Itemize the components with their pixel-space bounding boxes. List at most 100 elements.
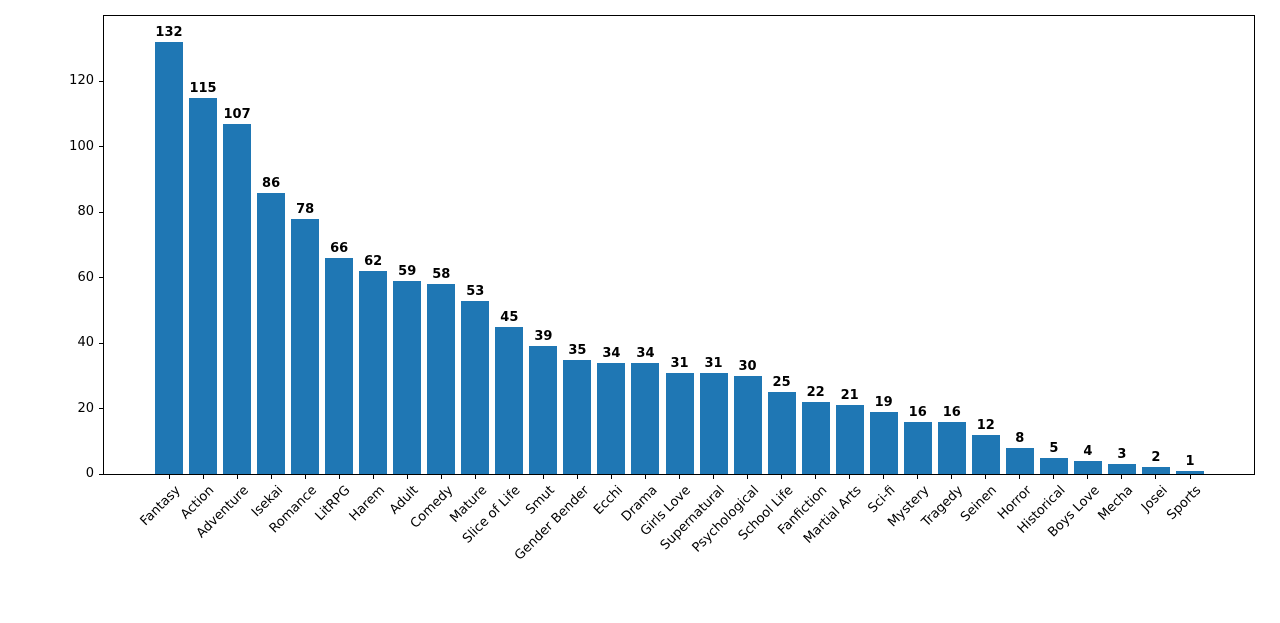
y-axis-tick [99,80,103,82]
x-axis-tick [576,475,578,479]
bar-value-label: 53 [466,283,485,299]
x-axis-tick [440,475,442,479]
bar [699,372,728,474]
bar [903,421,932,474]
bar-value-label: 115 [189,80,217,96]
bar-value-label: 35 [568,342,587,358]
bar [801,402,830,474]
bar [325,258,354,474]
y-axis-tick-label: 100 [69,138,94,154]
bar [495,326,524,474]
bar-value-label: 31 [704,355,723,371]
bar-value-label: 31 [670,355,689,371]
x-axis-tick [372,475,374,479]
bar-value-label: 25 [772,375,791,391]
x-axis-tick [1121,475,1123,479]
y-axis-tick [99,342,103,344]
x-axis-tick [270,475,272,479]
y-axis-tick-label: 40 [77,335,94,351]
bar-value-label: 34 [602,345,621,361]
x-axis-tick [1087,475,1089,479]
bar-value-label: 2 [1151,450,1161,466]
x-axis-tick-label-text: Harem [346,483,388,525]
bar [869,411,898,474]
x-axis-tick [1019,475,1021,479]
y-axis-tick-label: 20 [77,400,94,416]
x-axis-tick [542,475,544,479]
y-axis-tick [99,473,103,475]
bar-value-label: 78 [296,201,315,217]
x-axis-tick [610,475,612,479]
x-axis-tick [1053,475,1055,479]
x-axis-tick [202,475,204,479]
bar-value-label: 21 [840,388,859,404]
x-axis-tick [236,475,238,479]
x-axis-tick [713,475,715,479]
x-axis-tick-label-text: LitRPG [312,483,354,524]
bar [189,97,218,474]
bar-value-label: 4 [1083,443,1093,459]
x-axis-tick [474,475,476,479]
bar [461,300,490,474]
bar-value-label: 66 [330,241,349,257]
bar-value-label: 16 [942,404,961,420]
bar-value-label: 86 [262,175,281,191]
bar [665,372,694,474]
bar [733,375,762,474]
y-axis-tick-label: 120 [69,73,94,89]
x-axis-tick [1155,475,1157,479]
x-axis-tick [1189,475,1191,479]
y-axis-tick [99,277,103,279]
bar [767,392,796,474]
bar [1073,460,1102,474]
bar [155,42,183,474]
bar [835,405,864,474]
bar [1176,470,1204,474]
plot-area: 0 20 40 60 80 100 120 132 Fantasy 115 Action 107 Adv… [69,15,1255,563]
bar [1039,457,1068,474]
bar-value-label: 3 [1117,447,1127,463]
bar [563,359,592,474]
bar [393,281,422,474]
bar [597,362,626,474]
bar [223,123,252,474]
bar-value-label: 39 [534,329,553,345]
bar-value-label: 59 [398,264,417,279]
y-axis-tick [99,211,103,213]
x-axis-tick-label-text: Mecha [1095,483,1137,524]
bar [937,421,966,474]
x-axis-tick [747,475,749,479]
bar-value-label: 22 [806,385,825,401]
x-axis-tick [679,475,680,479]
bar [291,218,320,474]
x-axis-tick-label-text: Seinen [958,483,1001,525]
bar-value-label: 45 [500,309,519,325]
y-axis-tick-label: 60 [77,269,94,285]
x-axis-tick [781,475,783,479]
x-axis-tick-label-text: Fantasy [137,483,184,529]
bar [1107,464,1136,474]
x-axis-tick [168,475,170,479]
x-axis-tick [644,475,646,479]
bar-value-label: 58 [432,267,451,283]
x-axis-tick [304,475,306,479]
bar-value-label: 30 [738,358,757,374]
bar-value-label: 107 [223,106,251,122]
x-axis-tick [338,475,340,479]
bar [359,271,388,474]
bar [971,434,1000,474]
bar [257,192,286,474]
x-axis-tick [508,475,510,479]
bar [1141,467,1170,474]
y-axis-tick-label: 0 [85,466,94,481]
bar-value-label: 62 [364,254,383,270]
bar-value-label: 8 [1015,430,1025,446]
bar [529,346,558,474]
y-axis-tick [99,408,103,410]
x-axis-tick [985,475,987,479]
bar-value-label: 12 [976,417,995,433]
x-axis-tick [917,475,919,479]
x-axis-tick [849,475,851,479]
y-axis-tick-label: 80 [77,204,94,220]
